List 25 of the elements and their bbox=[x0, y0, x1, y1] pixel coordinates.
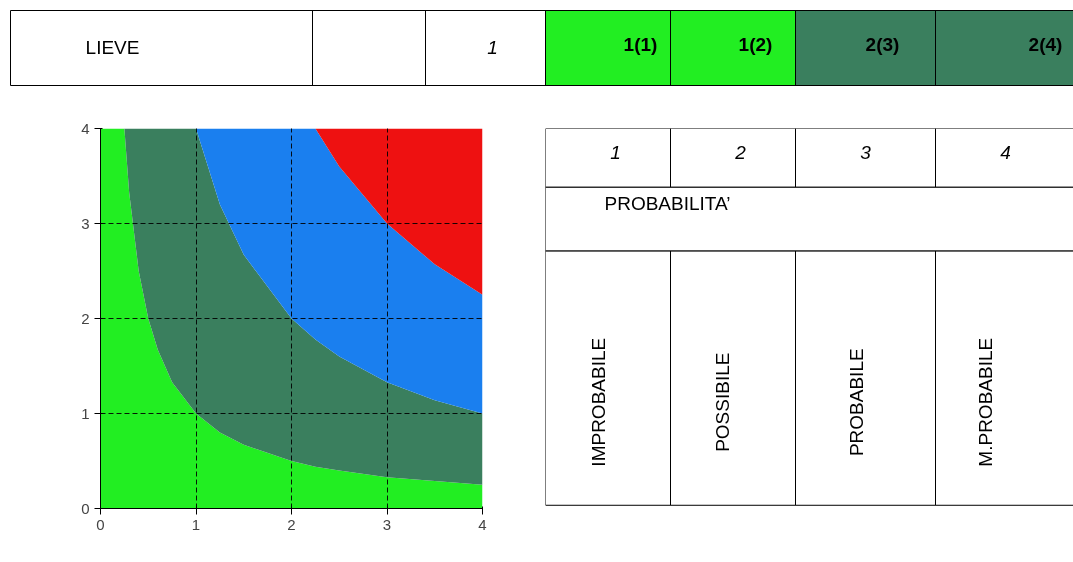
text: 1(2) bbox=[738, 34, 773, 55]
text: M.PROBABILE bbox=[975, 337, 996, 467]
text: 1(1) bbox=[623, 34, 658, 55]
text: 2(4) bbox=[1028, 34, 1063, 55]
y-tick-label: 0 bbox=[81, 499, 90, 517]
x-tick-label: 2 bbox=[287, 515, 296, 533]
y-tick-label: 3 bbox=[81, 214, 90, 232]
text: POSSIBILE bbox=[712, 352, 733, 452]
y-tick-label: 4 bbox=[81, 119, 90, 137]
text: 1 bbox=[487, 37, 498, 58]
y-tick-label: 1 bbox=[81, 404, 90, 422]
x-tick-label: 1 bbox=[191, 515, 201, 533]
text: 3 bbox=[860, 142, 872, 164]
x-tick-label: 4 bbox=[478, 515, 487, 533]
text: PROBABILITA’ bbox=[604, 192, 731, 214]
y-tick-label: 2 bbox=[81, 309, 90, 327]
text: PROBABILE bbox=[846, 348, 867, 457]
text: 4 bbox=[1000, 142, 1011, 164]
x-tick-label: 3 bbox=[382, 515, 392, 533]
text: 2(3) bbox=[865, 34, 900, 55]
text: IMPROBABILE bbox=[588, 337, 609, 467]
text: 1 bbox=[610, 142, 621, 164]
text: 2 bbox=[734, 142, 747, 164]
text: LIEVE bbox=[85, 37, 140, 58]
x-tick-label: 0 bbox=[96, 515, 105, 533]
